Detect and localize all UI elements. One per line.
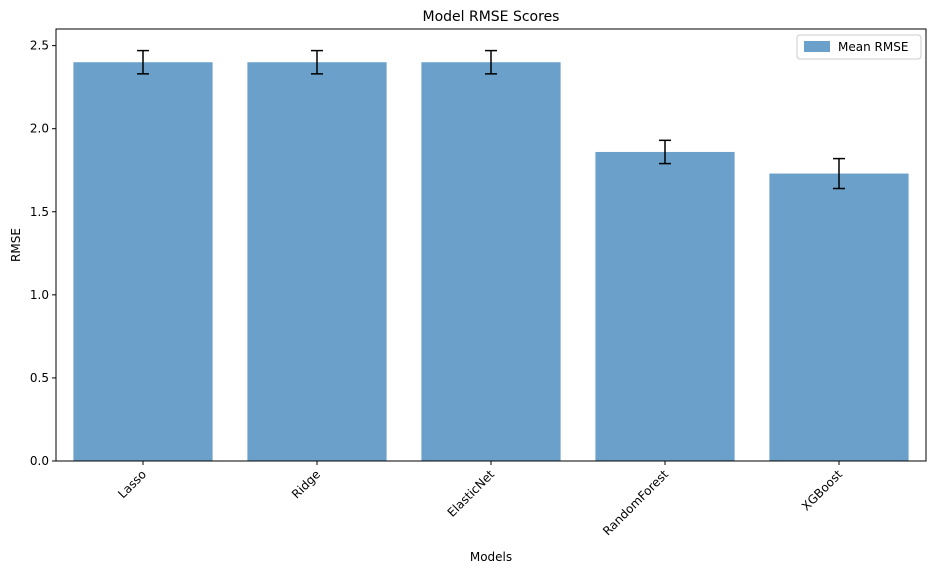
y-tick-label: 2.5 bbox=[30, 39, 49, 53]
legend-label: Mean RMSE bbox=[838, 40, 908, 54]
y-tick-label: 1.5 bbox=[30, 205, 49, 219]
legend: Mean RMSE bbox=[796, 34, 922, 60]
y-axis-label: RMSE bbox=[9, 228, 23, 262]
bar-lasso bbox=[73, 62, 213, 461]
x-tick-label: RandomForest bbox=[600, 467, 671, 538]
x-axis-label: Models bbox=[470, 550, 512, 564]
y-tick-label: 0.5 bbox=[30, 371, 49, 385]
bar-randomforest bbox=[595, 151, 735, 461]
bar-xgboost bbox=[769, 173, 909, 462]
chart-title: Model RMSE Scores bbox=[423, 9, 560, 25]
x-tick-label: ElasticNet bbox=[445, 467, 498, 520]
x-axis: Lasso Ridge ElasticNet RandomForest XGBoost bbox=[115, 461, 845, 538]
bar-elasticnet bbox=[421, 62, 561, 461]
y-tick-label: 2.0 bbox=[30, 122, 49, 136]
y-axis: 0.0 0.5 1.0 1.5 2.0 2.5 bbox=[30, 39, 56, 468]
y-tick-label: 1.0 bbox=[30, 288, 49, 302]
bars-layer bbox=[73, 62, 909, 462]
y-tick-label: 0.0 bbox=[30, 454, 49, 468]
x-tick-label: Lasso bbox=[115, 467, 149, 501]
error-bars-layer bbox=[137, 49, 845, 190]
bar-ridge bbox=[247, 62, 387, 461]
legend-swatch bbox=[804, 41, 830, 52]
x-tick-label: Ridge bbox=[289, 467, 323, 501]
x-tick-label: XGBoost bbox=[799, 467, 845, 513]
